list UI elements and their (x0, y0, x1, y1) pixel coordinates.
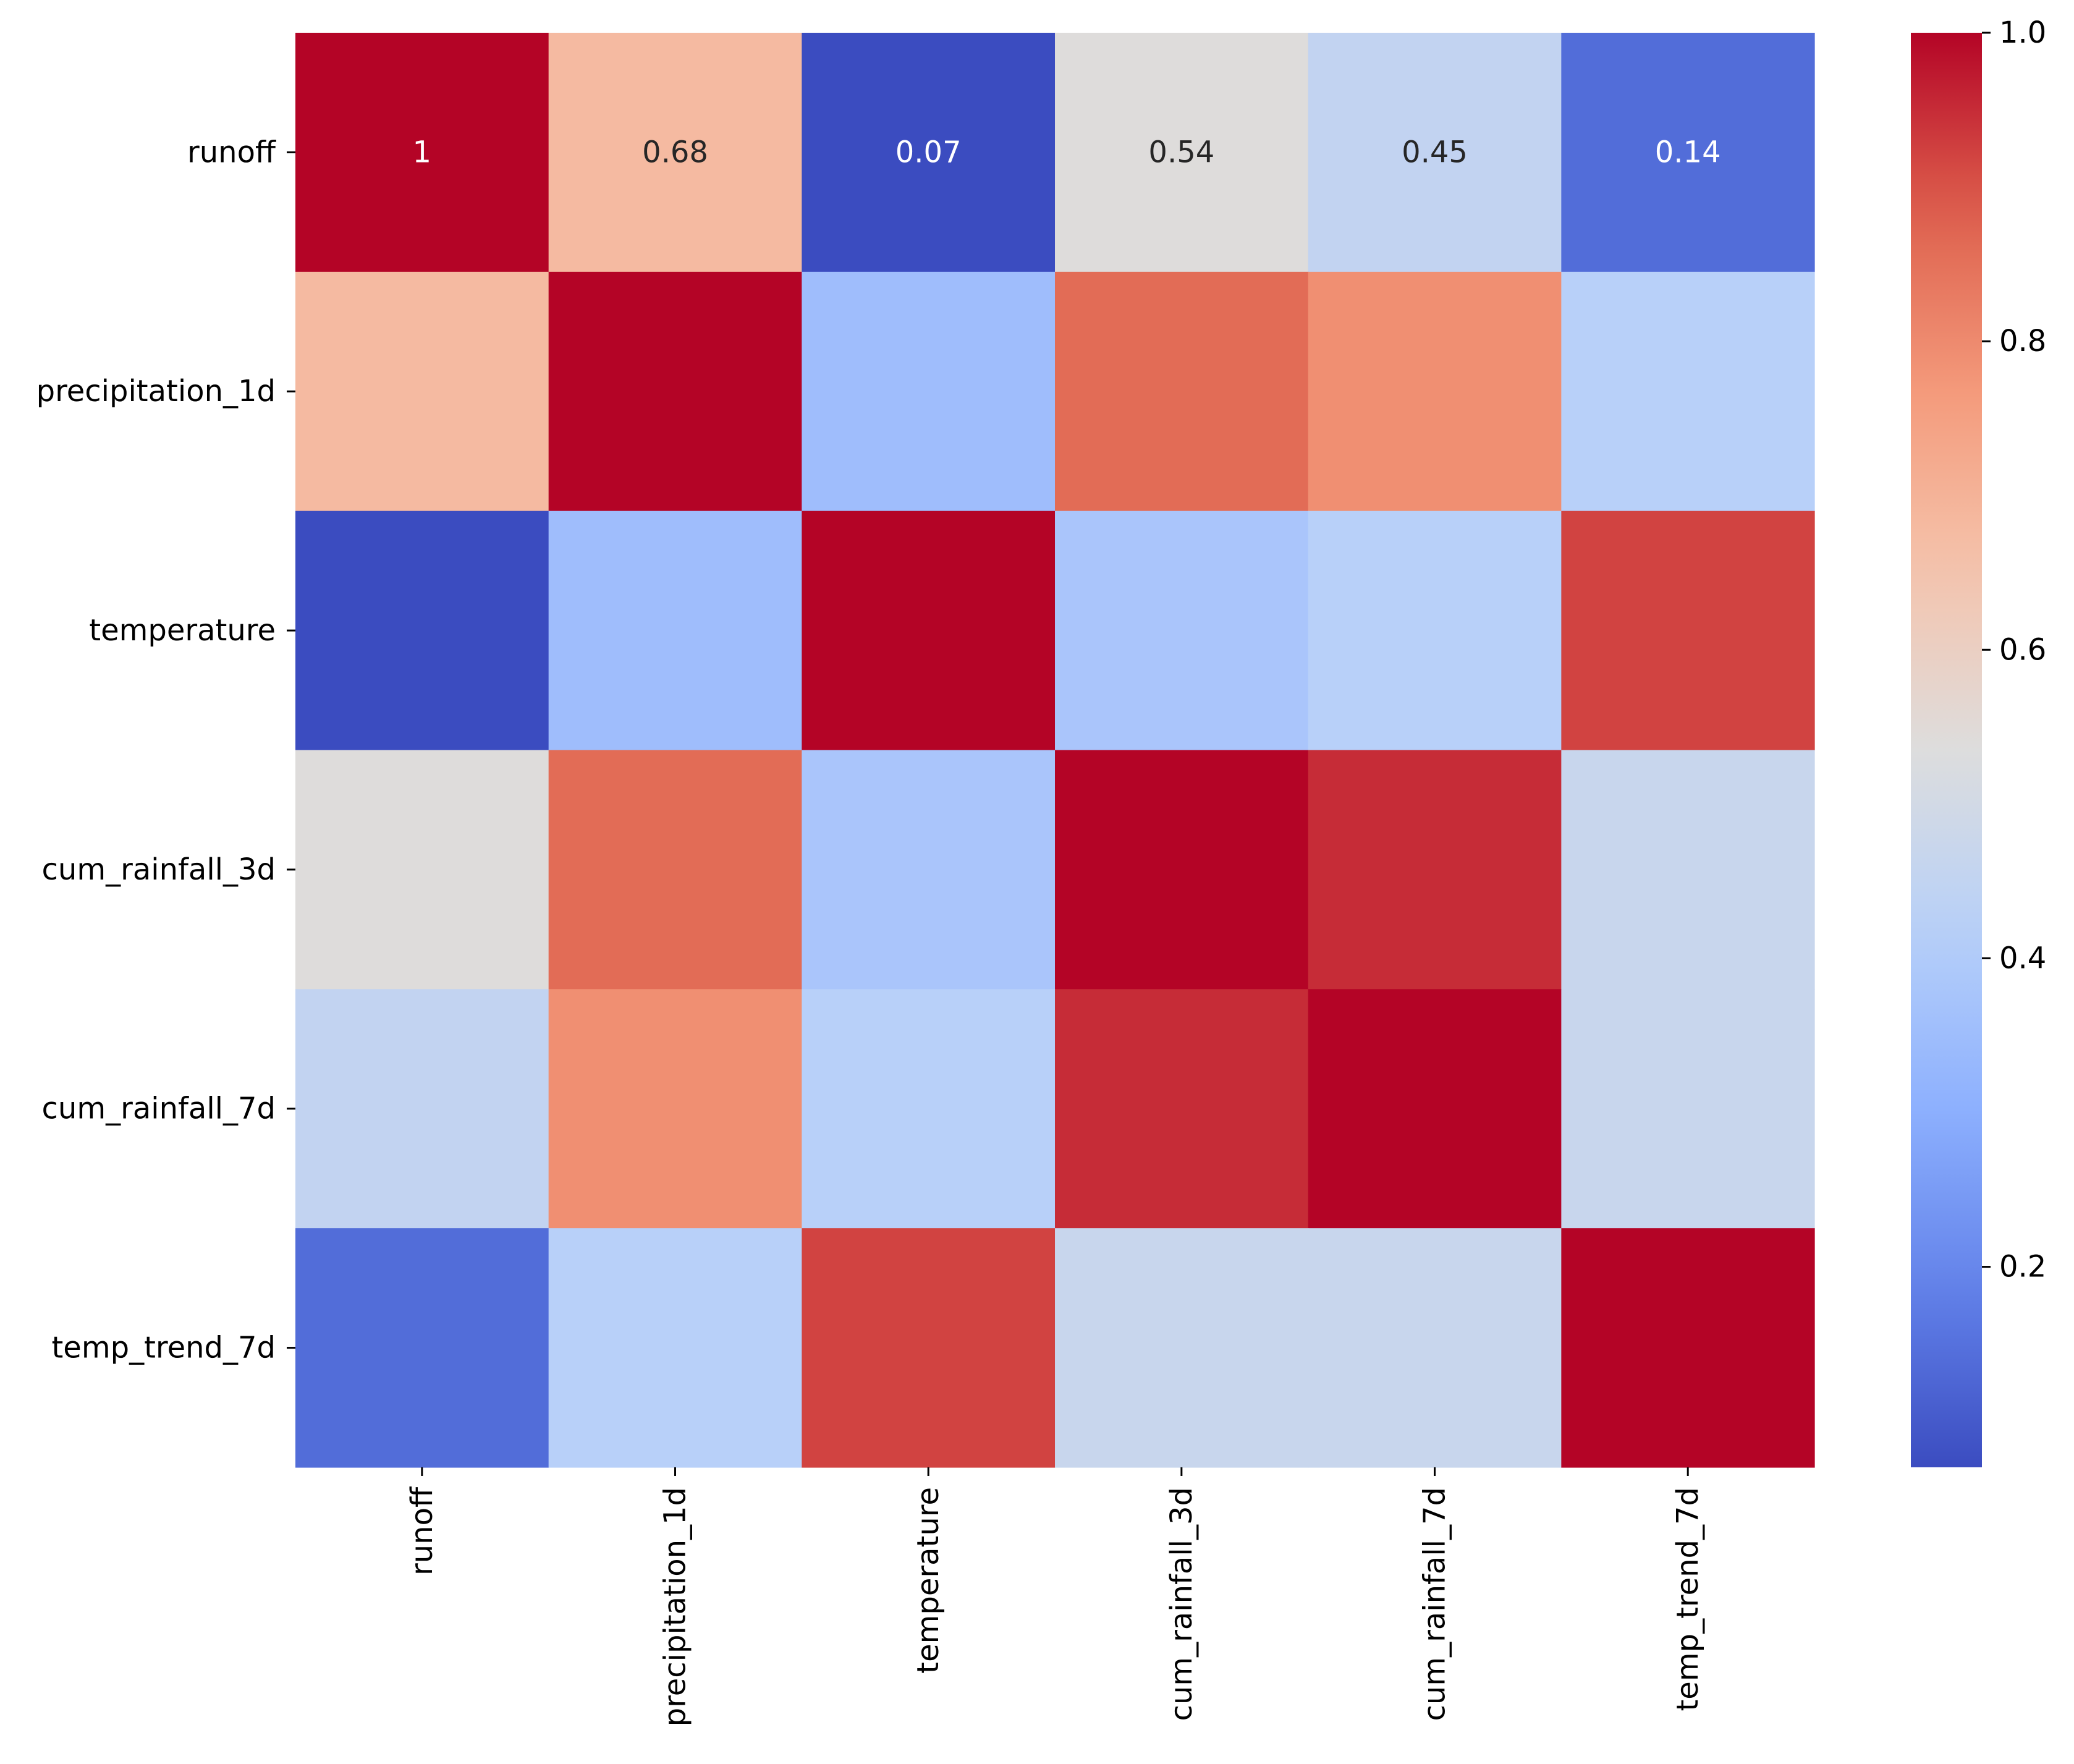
y-axis-ticks: runoff precipitation_1d temperature cum_rai… (36, 135, 295, 1365)
heatmap-cell-0-3 (1055, 33, 1309, 273)
cell-annotation: 0.54 (1148, 135, 1214, 169)
x-tick-label: temp_trend_7d (1670, 1487, 1705, 1711)
heatmap-cell-4-3 (1055, 989, 1309, 1229)
heatmap-cell-3-4 (1308, 750, 1562, 990)
heatmap-cell-0-1 (548, 33, 802, 273)
heatmap-cell-2-2 (802, 511, 1056, 751)
colorbar: 0.2 0.4 0.6 0.8 1.0 (1911, 15, 2046, 1467)
heatmap-cell-5-5 (1561, 1228, 1815, 1468)
heatmap-cell-0-2 (802, 33, 1056, 273)
y-tick-label: temp_trend_7d (51, 1331, 276, 1365)
heatmap-cell-4-2 (802, 989, 1056, 1229)
heatmap-cell-3-5 (1561, 750, 1815, 990)
heatmap-cell-1-4 (1308, 271, 1562, 512)
x-tick-label: cum_rainfall_7d (1418, 1487, 1452, 1721)
heatmap-cell-4-4 (1308, 989, 1562, 1229)
cell-annotation: 1 (413, 135, 432, 169)
heatmap-cell-2-5 (1561, 511, 1815, 751)
heatmap-cell-2-0 (295, 511, 549, 751)
y-tick-label: cum_rainfall_3d (42, 852, 276, 887)
heatmap-cell-1-2 (802, 271, 1056, 512)
cell-annotations: 1 0.68 0.07 0.54 0.45 0.14 (413, 135, 1721, 169)
cell-annotation: 0.68 (642, 135, 708, 169)
heatmap-cell-3-0 (295, 750, 549, 990)
heatmap-cell-0-5 (1561, 33, 1815, 273)
heatmap-cell-1-5 (1561, 271, 1815, 512)
heatmap-cell-1-3 (1055, 271, 1309, 512)
x-tick-label: runoff (405, 1486, 439, 1575)
x-tick-label: cum_rainfall_3d (1164, 1487, 1199, 1721)
heatmap-cell-5-0 (295, 1228, 549, 1468)
colorbar-tick-label: 0.4 (1999, 941, 2046, 975)
heatmap-cell-0-4 (1308, 33, 1562, 273)
heatmap-cell-0-0 (295, 33, 549, 273)
cell-annotation: 0.07 (895, 135, 962, 169)
heatmap-cell-1-0 (295, 271, 549, 512)
heatmap-cell-5-1 (548, 1228, 802, 1468)
heatmap-cell-3-1 (548, 750, 802, 990)
x-axis-ticks: runoff precipitation_1d temperature cum_rai… (405, 1467, 1705, 1726)
heatmap-cell-2-1 (548, 511, 802, 751)
heatmap-cell-2-4 (1308, 511, 1562, 751)
heatmap-cell-5-4 (1308, 1228, 1562, 1468)
heatmap-cells (295, 33, 1815, 1468)
heatmap-cell-5-2 (802, 1228, 1056, 1468)
heatmap-cell-4-5 (1561, 989, 1815, 1229)
colorbar-tick-label: 0.8 (1999, 324, 2046, 358)
heatmap-cell-5-3 (1055, 1228, 1309, 1468)
colorbar-tick-label: 1.0 (1999, 15, 2046, 50)
heatmap-cell-4-1 (548, 989, 802, 1229)
y-tick-label: runoff (187, 135, 276, 169)
y-tick-label: cum_rainfall_7d (42, 1092, 276, 1126)
heatmap-cell-3-3 (1055, 750, 1309, 990)
heatmap-cell-1-1 (548, 271, 802, 512)
x-tick-label: temperature (911, 1487, 946, 1674)
y-tick-label: precipitation_1d (36, 374, 276, 409)
colorbar-tick-label: 0.6 (1999, 632, 2046, 667)
colorbar-gradient (1911, 33, 1982, 1467)
y-tick-label: temperature (89, 613, 276, 648)
heatmap-cell-3-2 (802, 750, 1056, 990)
x-tick-label: precipitation_1d (658, 1487, 693, 1726)
cell-annotation: 0.45 (1402, 135, 1468, 169)
heatmap-cell-4-0 (295, 989, 549, 1229)
colorbar-tick-label: 0.2 (1999, 1250, 2046, 1284)
heatmap-cell-2-3 (1055, 511, 1309, 751)
cell-annotation: 0.14 (1655, 135, 1721, 169)
